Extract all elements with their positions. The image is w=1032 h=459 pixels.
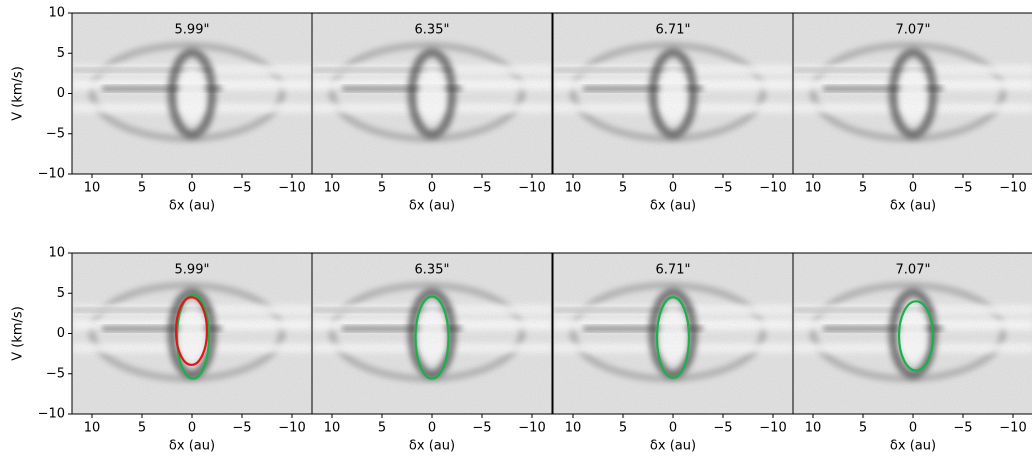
x-tick-label: −10 <box>759 421 786 436</box>
x-tick-label: −10 <box>999 421 1026 436</box>
panel-title: 6.35" <box>415 23 450 38</box>
x-tick-label: 0 <box>909 181 917 196</box>
x-tick-label: 5 <box>138 421 146 436</box>
y-tick-label: −10 <box>38 407 65 422</box>
noise <box>553 253 793 414</box>
x-axis-label: δx (au) <box>169 199 215 214</box>
x-tick-label: 5 <box>378 181 386 196</box>
noise <box>793 13 1032 174</box>
y-tick-label: 5 <box>57 286 65 301</box>
x-tick-label: 0 <box>188 421 196 436</box>
noise <box>72 253 312 414</box>
panel <box>312 13 552 174</box>
x-tick-label: −10 <box>518 181 545 196</box>
panel-title: 6.71" <box>656 263 691 278</box>
x-axis-label: δx (au) <box>890 199 936 214</box>
x-tick-label: −5 <box>472 421 491 436</box>
panel <box>553 253 793 414</box>
x-axis-label: δx (au) <box>890 439 936 454</box>
panel <box>793 253 1032 414</box>
panel-title: 5.99" <box>175 263 210 278</box>
panel-title: 7.07" <box>896 23 931 38</box>
fit-ellipse <box>174 296 209 366</box>
noise <box>312 253 552 414</box>
x-tick-label: 0 <box>669 421 677 436</box>
y-tick-label: −10 <box>38 167 65 182</box>
x-tick-label: 0 <box>909 421 917 436</box>
x-axis-label: δx (au) <box>650 439 696 454</box>
x-tick-label: 10 <box>84 421 101 436</box>
x-tick-label: −5 <box>713 421 732 436</box>
x-tick-label: 5 <box>859 421 867 436</box>
noise <box>793 253 1032 414</box>
x-axis-label: δx (au) <box>409 439 455 454</box>
panel-title: 5.99" <box>175 23 210 38</box>
fit-ellipse <box>414 295 450 380</box>
x-axis-label: δx (au) <box>169 439 215 454</box>
noise <box>312 13 552 174</box>
x-tick-label: 10 <box>805 181 822 196</box>
y-tick-label: −5 <box>46 366 65 381</box>
fit-ellipse <box>655 296 691 379</box>
y-tick-label: 0 <box>57 86 65 101</box>
panel <box>312 253 552 414</box>
x-axis-label: δx (au) <box>409 199 455 214</box>
x-tick-label: 10 <box>324 181 341 196</box>
x-tick-label: −5 <box>232 421 251 436</box>
y-tick-label: 10 <box>48 6 65 21</box>
x-tick-label: −10 <box>999 181 1026 196</box>
x-tick-label: −5 <box>472 181 491 196</box>
y-tick-label: 5 <box>57 46 65 61</box>
y-axis-label: V (km/s) <box>11 306 26 361</box>
y-axis-label: V (km/s) <box>11 66 26 121</box>
y-tick-label: 10 <box>48 246 65 261</box>
x-tick-label: 10 <box>805 421 822 436</box>
x-tick-label: 10 <box>565 421 582 436</box>
x-tick-label: 10 <box>84 181 101 196</box>
panel <box>72 13 312 174</box>
panel <box>72 253 312 414</box>
x-tick-label: 0 <box>188 181 196 196</box>
x-tick-label: −10 <box>278 421 305 436</box>
x-tick-label: 5 <box>378 421 386 436</box>
panel-title: 7.07" <box>896 263 931 278</box>
x-tick-label: −5 <box>713 181 732 196</box>
x-tick-label: 10 <box>565 181 582 196</box>
x-tick-label: 5 <box>619 421 627 436</box>
x-tick-label: −10 <box>518 421 545 436</box>
noise <box>72 13 312 174</box>
noise <box>553 13 793 174</box>
panel-title: 6.35" <box>415 263 450 278</box>
y-tick-label: −5 <box>46 126 65 141</box>
x-tick-label: 0 <box>428 421 436 436</box>
x-tick-label: 5 <box>859 181 867 196</box>
x-axis-label: δx (au) <box>650 199 696 214</box>
y-tick-label: 0 <box>57 326 65 341</box>
x-tick-label: 5 <box>619 181 627 196</box>
x-tick-label: 5 <box>138 181 146 196</box>
panel-title: 6.71" <box>656 23 691 38</box>
x-tick-label: −10 <box>759 181 786 196</box>
fit-ellipse <box>897 300 935 372</box>
x-tick-label: −10 <box>278 181 305 196</box>
x-tick-label: −5 <box>232 181 251 196</box>
x-tick-label: −5 <box>953 421 972 436</box>
panel <box>793 13 1032 174</box>
panel <box>553 13 793 174</box>
x-tick-label: 0 <box>669 181 677 196</box>
x-tick-label: 10 <box>324 421 341 436</box>
x-tick-label: −5 <box>953 181 972 196</box>
x-tick-label: 0 <box>428 181 436 196</box>
